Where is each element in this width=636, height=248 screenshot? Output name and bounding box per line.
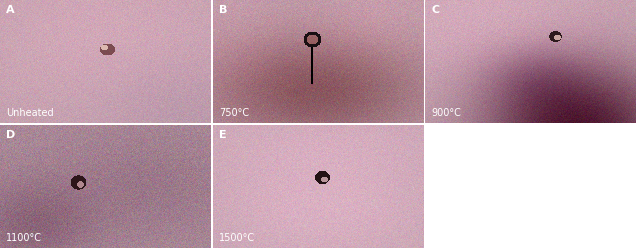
- Text: A: A: [6, 5, 15, 15]
- Text: D: D: [6, 130, 15, 140]
- Text: 750°C: 750°C: [219, 108, 249, 118]
- Text: E: E: [219, 130, 226, 140]
- Text: 1100°C: 1100°C: [6, 233, 43, 243]
- Text: 1500°C: 1500°C: [219, 233, 255, 243]
- Text: C: C: [432, 5, 439, 15]
- Text: 900°C: 900°C: [432, 108, 462, 118]
- Text: Unheated: Unheated: [6, 108, 54, 118]
- Text: B: B: [219, 5, 227, 15]
